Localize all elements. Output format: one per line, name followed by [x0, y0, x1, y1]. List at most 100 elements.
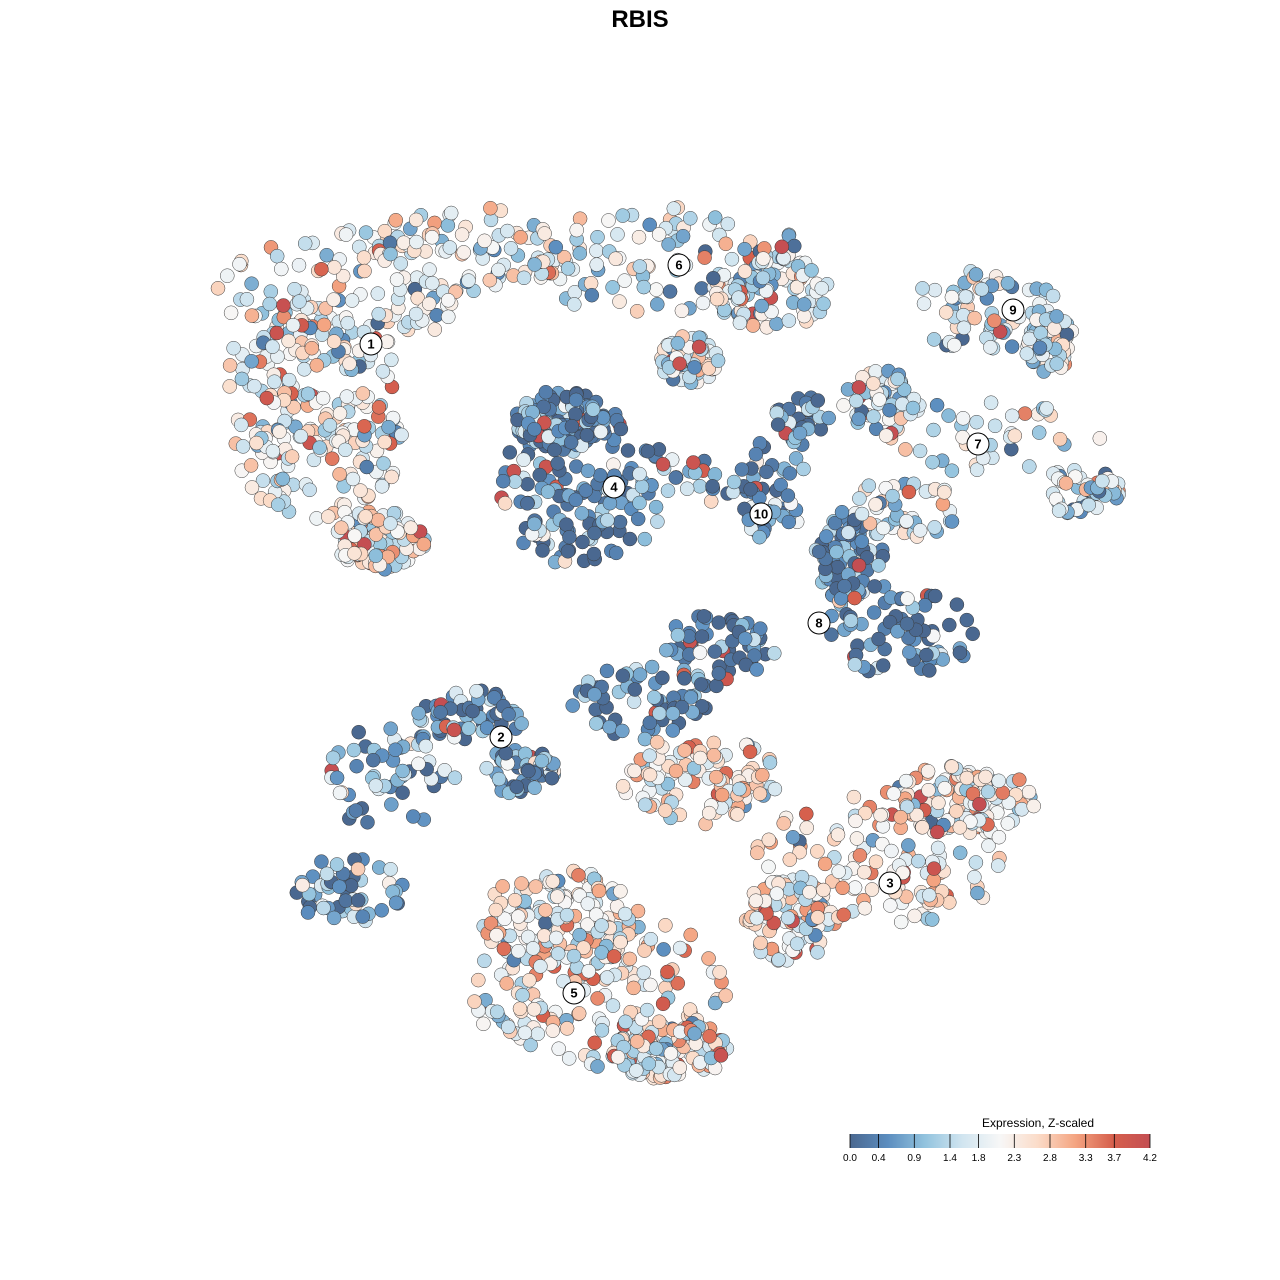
cell-point [347, 546, 362, 561]
cell-point [511, 909, 526, 924]
cell-point [872, 392, 887, 407]
cell-point [563, 435, 579, 450]
cell-point [232, 256, 247, 272]
cell-point [527, 421, 542, 437]
cell-point [883, 898, 898, 913]
cell-point [941, 408, 956, 423]
cell-point [938, 305, 954, 320]
cell-point [873, 807, 888, 823]
cell-point [520, 496, 535, 511]
cell-point [316, 317, 332, 333]
cell-point [608, 545, 624, 561]
cell-point [433, 705, 448, 720]
cell-point [353, 483, 368, 498]
cell-point [773, 477, 788, 493]
cell-point [650, 297, 665, 312]
cell-point [525, 941, 541, 956]
cell-point [512, 1001, 528, 1016]
cell-point [787, 238, 802, 254]
cell-point [714, 787, 730, 803]
cell-point [711, 615, 727, 630]
cell-point [340, 315, 355, 331]
cell-point [916, 296, 932, 311]
cell-point [293, 428, 309, 444]
cluster-label-text: 2 [497, 730, 504, 745]
cell-point [753, 621, 768, 636]
cell-point [534, 753, 550, 769]
cell-point [655, 457, 671, 472]
cell-point [756, 251, 771, 266]
cell-point [706, 735, 722, 751]
cell-point [265, 443, 281, 459]
legend-tick-label: 4.2 [1143, 1153, 1157, 1164]
cell-point [816, 882, 831, 898]
cell-point [896, 382, 912, 397]
cell-point [804, 263, 819, 278]
cell-point [507, 892, 523, 908]
cell-point [663, 1046, 679, 1061]
cell-point [388, 213, 404, 228]
cell-point [915, 820, 930, 835]
cell-point [831, 864, 846, 879]
cell-point [1012, 772, 1027, 787]
cell-point [269, 325, 285, 341]
cell-point [701, 805, 717, 821]
cell-point [527, 257, 542, 272]
cell-point [383, 721, 398, 736]
cell-point [927, 588, 943, 604]
cluster-label-1: 1 [359, 332, 383, 356]
cell-point [411, 705, 426, 721]
cell-point [637, 943, 652, 958]
cell-point [949, 804, 964, 819]
cell-point [355, 909, 370, 924]
cell-point [867, 579, 882, 594]
cell-point [599, 970, 615, 985]
cell-point [270, 497, 286, 512]
cell-point [381, 419, 396, 435]
cell-point [239, 292, 255, 307]
cell-point [694, 629, 710, 644]
cell-point [1049, 309, 1064, 324]
cell-point [899, 616, 915, 632]
cell-point [706, 270, 721, 286]
legend-title: Expression, Z-scaled [982, 1116, 1094, 1130]
cell-point [991, 829, 1007, 845]
cell-point [476, 1016, 491, 1032]
cell-point [339, 389, 355, 404]
cell-point [968, 855, 984, 870]
cell-point [314, 854, 329, 869]
cell-point [571, 868, 586, 883]
cell-point [706, 748, 722, 763]
legend: Expression, Z-scaled 0.0 0.4 0.9 1.4 1.8 2.3 2… [843, 1116, 1157, 1164]
cell-point [851, 411, 866, 427]
cell-point [357, 263, 372, 279]
cell-point [642, 217, 657, 233]
cell-point [708, 769, 724, 785]
cell-point [718, 236, 734, 252]
cell-point [944, 289, 960, 305]
cell-point [665, 706, 681, 721]
cell-point [785, 830, 801, 845]
cell-point [678, 772, 693, 787]
cell-point [590, 229, 605, 245]
cell-point [752, 529, 767, 545]
cluster-label-6: 6 [667, 253, 691, 277]
cluster-label-badge [966, 432, 990, 456]
cell-point [255, 473, 271, 488]
cluster-label-text: 10 [754, 507, 768, 522]
cell-point [222, 379, 237, 394]
cell-point [613, 884, 628, 899]
cell-point [568, 492, 583, 508]
cell-point [847, 880, 863, 895]
cell-point [668, 763, 684, 779]
cell-point [802, 884, 817, 900]
cell-point [862, 516, 878, 531]
cell-point [295, 877, 310, 893]
cell-point [409, 234, 424, 250]
cell-point [332, 467, 347, 482]
cluster-label-badge [878, 871, 902, 895]
cell-point [523, 1037, 538, 1053]
cell-point [538, 902, 553, 918]
cell-point [418, 738, 434, 754]
